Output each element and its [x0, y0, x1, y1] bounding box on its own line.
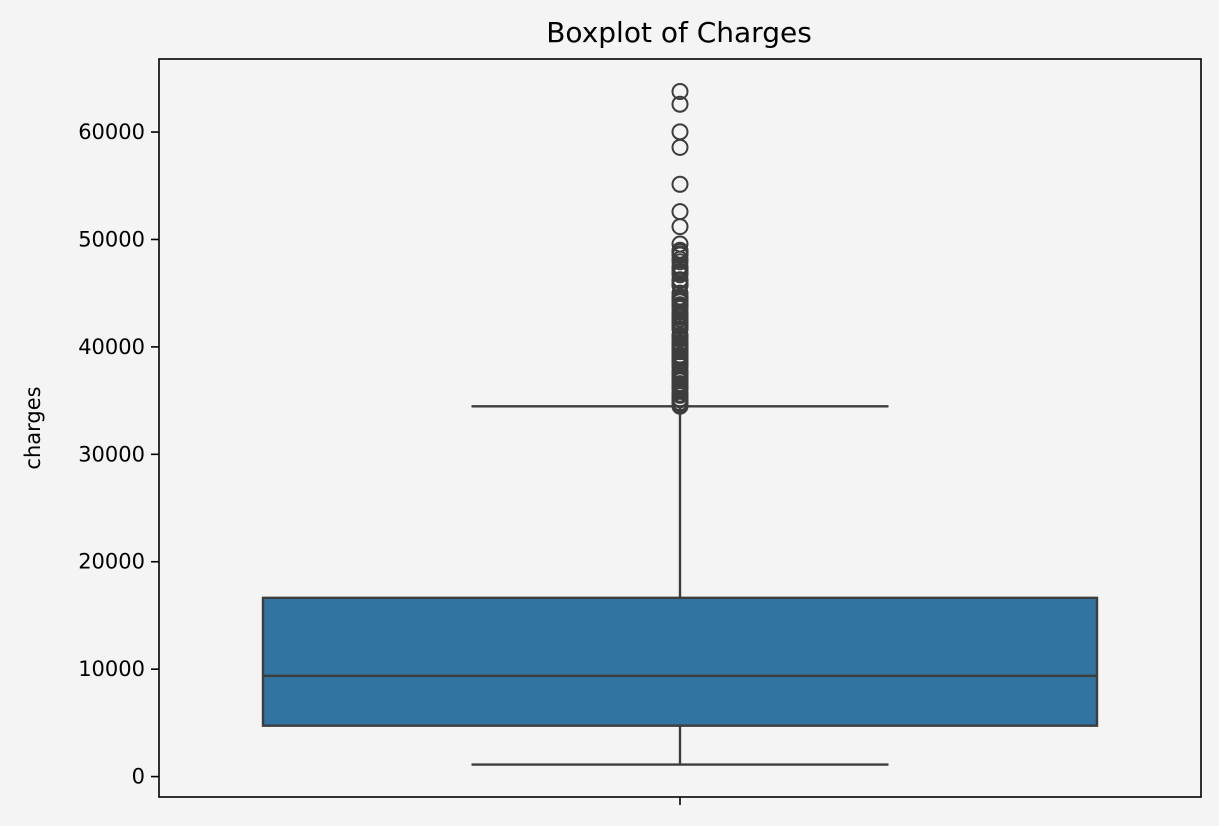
y-axis-label: charges	[21, 386, 45, 469]
y-tick-label: 0	[132, 765, 145, 789]
y-tick-label: 50000	[78, 227, 145, 251]
y-tick-label: 20000	[78, 550, 145, 574]
outlier-point	[671, 266, 689, 284]
y-tick-label: 40000	[78, 335, 145, 359]
y-tick-label: 30000	[78, 442, 145, 466]
outlier-point	[671, 123, 689, 141]
outlier-point	[671, 175, 689, 193]
y-tick-label: 60000	[78, 120, 145, 144]
outlier-point	[671, 83, 689, 101]
outlier-point	[671, 246, 689, 264]
outlier-point	[671, 203, 689, 221]
outlier-point	[671, 95, 689, 113]
plot-frame	[158, 58, 1202, 798]
outlier-point	[671, 138, 689, 156]
outlier-point	[671, 397, 689, 415]
chart-title: Boxplot of Charges	[546, 16, 812, 49]
y-tick-label: 10000	[78, 657, 145, 681]
outlier-point	[671, 218, 689, 236]
iqr-box	[261, 596, 1099, 727]
y-axis: 0 10000 20000 30000 40000 50000 60000	[78, 120, 681, 805]
outlier-point	[671, 253, 689, 271]
plot-area	[261, 83, 1099, 766]
